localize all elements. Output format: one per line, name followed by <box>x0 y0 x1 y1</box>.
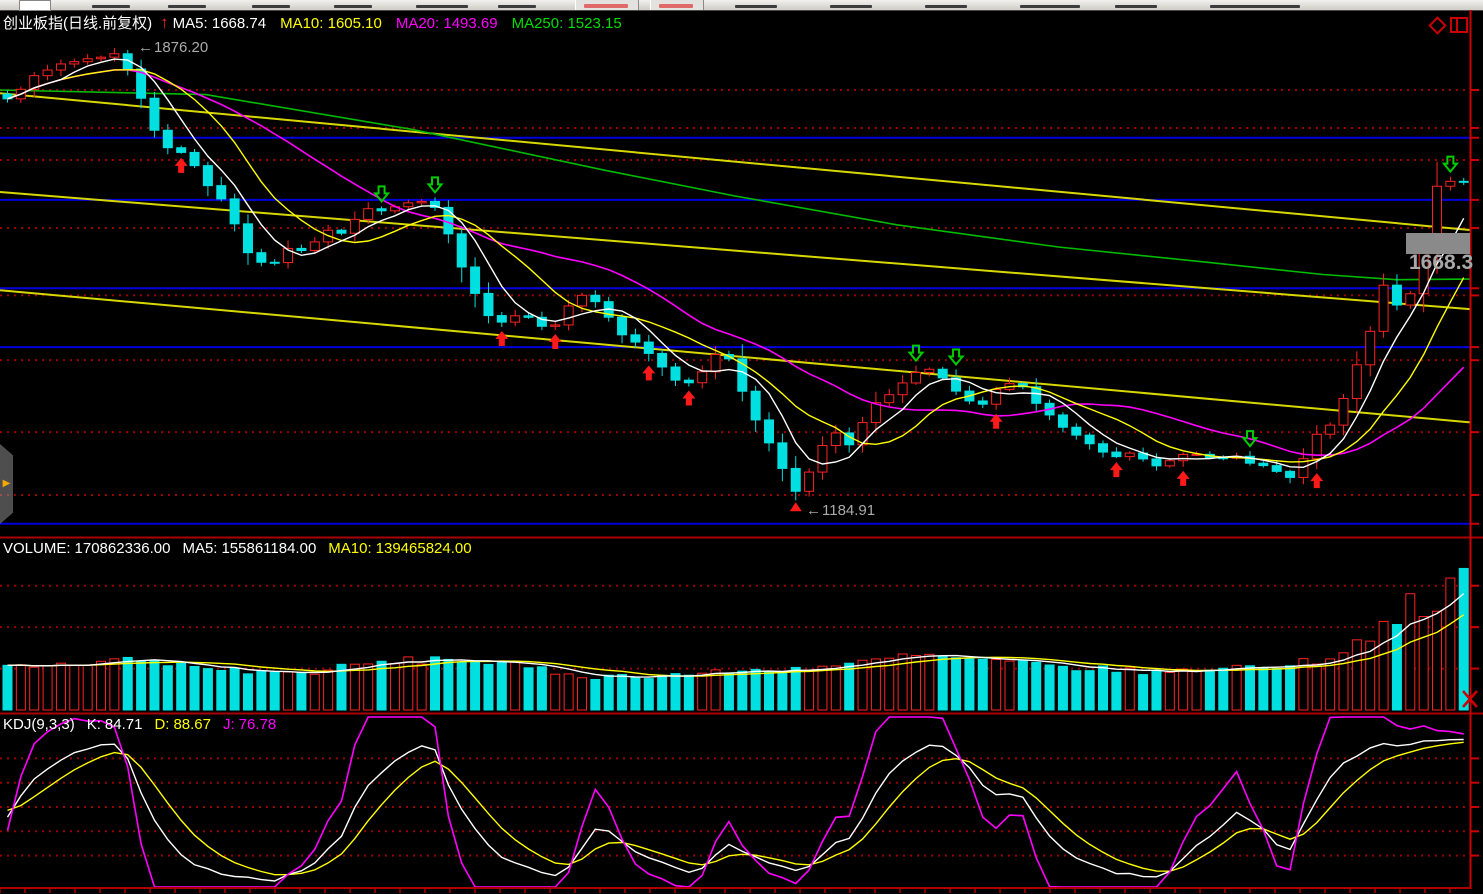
buy-signal-arrow <box>1109 462 1123 478</box>
last-price-label: 1668.3 <box>1409 251 1474 274</box>
buy-signal-arrow <box>989 413 1003 429</box>
toolbar-button[interactable] <box>575 0 639 10</box>
toolbar-item-fragment[interactable] <box>1210 5 1300 8</box>
toolbar-input-box[interactable] <box>19 0 51 11</box>
buy-signal-arrow <box>495 330 509 346</box>
sell-signal-arrow <box>426 176 444 194</box>
price-ma-lines <box>7 58 1465 469</box>
volume-gridlines <box>0 584 1470 670</box>
diamond-icon[interactable] <box>1428 16 1447 35</box>
trend-up-arrow-icon: ↑ <box>160 13 169 32</box>
signal-arrows <box>174 155 1459 512</box>
volume-header: VOLUME: 170862336.00 MA5: 155861184.00 MA10:… <box>3 540 476 557</box>
buy-signal-arrow <box>682 390 696 406</box>
kdj-gridlines <box>0 757 1470 857</box>
last-price-highlight <box>1406 233 1470 254</box>
sidebar-expand-tab[interactable]: ▶ <box>0 444 13 524</box>
ma250-line <box>0 89 1471 281</box>
toolbar-item-fragment[interactable] <box>830 5 872 8</box>
ma-label: MA5: 1668.74 <box>172 15 267 32</box>
buy-signal-arrow <box>1176 470 1190 486</box>
axis <box>0 10 1483 893</box>
toolbar-item-fragment[interactable] <box>498 5 536 8</box>
annotation-arrow-icon: ← <box>138 39 153 56</box>
toolbar-item-fragment[interactable] <box>1020 5 1080 8</box>
chart-title: 创业板指(日线.前复权) <box>3 15 153 32</box>
kdj-d-label: D: <box>154 716 170 733</box>
ma-label: MA10: 1605.10 <box>280 15 382 32</box>
toolbar-item-fragment[interactable] <box>334 5 372 8</box>
candles <box>2 48 1469 501</box>
low-price-annotation: ←1184.91 <box>806 502 876 519</box>
toolbar-item-fragment[interactable] <box>735 5 777 8</box>
toolbar-item-fragment[interactable] <box>168 5 206 8</box>
ma-labels: MA5: 1668.74 MA10: 1605.10 MA20: 1493.69 MA… <box>173 15 636 32</box>
main-chart-header: 创业板指(日线.前复权) ↑ MA5: 1668.74 MA10: 1605.10 MA… <box>3 12 640 33</box>
kdj-j-label: J: <box>222 716 235 733</box>
volume-value: 170862336.00 <box>74 540 171 557</box>
sell-signal-arrow <box>947 348 965 367</box>
kdj-header: KDJ(9,3,3) K: 84.71 D: 88.67 J: 76.78 <box>3 716 280 733</box>
volume-label: VOLUME: <box>3 540 71 557</box>
volume-ma-lines <box>7 593 1465 678</box>
ma-label: MA250: 1523.15 <box>511 15 622 32</box>
toolbar-item-fragment[interactable] <box>1115 5 1157 8</box>
corner-icons <box>1428 16 1478 708</box>
toolbar-button[interactable] <box>650 0 704 10</box>
annotation-arrow-icon: ← <box>806 502 821 519</box>
split-window-icon[interactable] <box>1450 17 1468 33</box>
expand-arrow-icon: ▶ <box>2 478 11 489</box>
price-gridlines <box>0 88 1470 525</box>
buy-signal-arrow <box>548 334 562 350</box>
sell-signal-arrow <box>1241 430 1259 448</box>
sell-signal-arrow <box>907 344 925 363</box>
ma-label: MA20: 1493.69 <box>395 15 498 32</box>
buy-signal-arrow <box>642 365 656 381</box>
volume-ma10-label: MA10: <box>328 540 372 557</box>
toolbar-item-fragment[interactable] <box>252 5 290 8</box>
volume-ma5-value: 155861184.00 <box>221 540 317 557</box>
volume-ma5-label: MA5: <box>182 540 218 557</box>
sell-signal-arrow <box>372 185 391 203</box>
kdj-label: KDJ(9,3,3) <box>3 716 75 733</box>
buy-signal-arrow <box>1310 473 1324 489</box>
top-toolbar <box>0 0 1483 11</box>
high-price-annotation: ←1876.20 <box>138 39 209 56</box>
volume-bars <box>2 567 1469 711</box>
toolbar-item-fragment[interactable] <box>416 5 468 8</box>
volume-ma10-value: 139465824.00 <box>375 540 472 557</box>
toolbar-item-fragment[interactable] <box>92 5 130 8</box>
buy-signal-arrow <box>174 157 188 173</box>
trendlines <box>0 92 1471 424</box>
kdj-lines <box>6 716 1464 888</box>
kdj-d-value: 88.67 <box>173 716 211 733</box>
kdj-k-label: K: <box>86 716 101 733</box>
toolbar-item-fragment[interactable] <box>925 5 967 8</box>
kdj-k-value: 84.71 <box>104 716 143 733</box>
sell-signal-arrow <box>1441 155 1459 174</box>
kdj-j-value: 76.78 <box>238 716 277 733</box>
